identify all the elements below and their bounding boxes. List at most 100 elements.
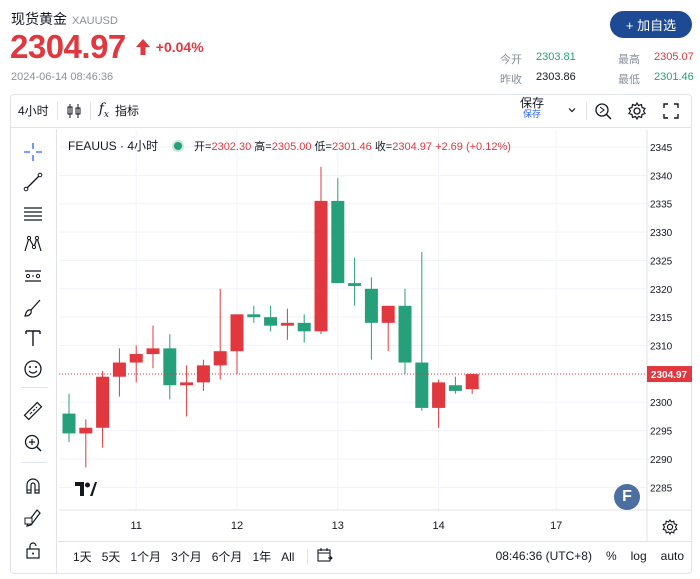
candle [432, 379, 446, 428]
candle-body [146, 348, 160, 355]
toolbar-divider [21, 462, 47, 463]
candle-body [230, 314, 244, 352]
candle-body [381, 305, 395, 323]
candle [448, 376, 462, 394]
legend-close: 2304.97 [392, 140, 433, 153]
legend-low: 2301.46 [331, 140, 372, 153]
candle-body [247, 314, 261, 318]
quote-prev-close-value: 2303.86 [536, 71, 576, 83]
date-range-calendar-icon[interactable] [316, 546, 334, 567]
save-button[interactable]: 保存 保存 [520, 96, 545, 120]
range-all[interactable]: All [281, 549, 295, 564]
legend-open: 2302.30 [211, 140, 252, 153]
tradingview-logo[interactable] [72, 477, 100, 501]
candle [381, 305, 395, 352]
candle [96, 371, 110, 448]
fib-retracement-icon[interactable] [22, 203, 44, 225]
ruler-icon[interactable] [22, 400, 44, 422]
legend-symbol: FEAUUS · 4小时 [68, 139, 159, 153]
settings-gear-icon[interactable] [626, 100, 648, 122]
quick-search-icon[interactable] [592, 100, 614, 122]
trend-line-icon[interactable] [22, 171, 44, 193]
price-axis: 2285229022952300230523102315232023252330… [646, 130, 673, 541]
toolbar-divider [89, 101, 91, 120]
save-label: 保存 [520, 96, 545, 110]
range-1y[interactable]: 1年 [252, 550, 272, 564]
indicators-button[interactable]: fx 指标 [91, 94, 147, 127]
candle [129, 345, 143, 383]
candle [79, 419, 93, 468]
lock-icon[interactable] [22, 539, 44, 561]
bottom-divider [307, 548, 309, 565]
candle-body [180, 382, 194, 386]
emoji-icon[interactable] [22, 358, 44, 380]
candle-style-button[interactable] [58, 94, 90, 127]
quote-open-value: 2303.81 [536, 51, 576, 63]
range-bar: 1天 5天 1个月 3个月 6个月 1年 All 08:46:36 (UTC+8… [58, 541, 692, 571]
drawing-toolbar [11, 129, 57, 573]
candle [348, 257, 362, 306]
save-dropdown-chevron-icon[interactable] [567, 104, 577, 118]
candle-body [314, 200, 328, 332]
crosshair-icon[interactable] [22, 141, 44, 163]
instrument-name: 现货黄金 [11, 11, 67, 27]
candle [196, 359, 210, 391]
candle-body [264, 317, 278, 326]
prediction-icon[interactable] [22, 265, 44, 287]
range-6m[interactable]: 6个月 [211, 550, 243, 564]
price-tick-label: 2340 [650, 171, 673, 182]
price-tick-label: 2325 [650, 256, 673, 267]
price-tick-label: 2335 [650, 200, 673, 211]
legend-ohlc: 开=2302.30 高=2305.00 低=2301.46 收=2304.97 … [194, 138, 511, 154]
quote-open-label: 今开 [500, 54, 522, 66]
candle [230, 314, 244, 374]
candle-body [129, 354, 143, 363]
time-axis: 11 12 13 14 17 [59, 509, 692, 532]
candle [465, 373, 479, 394]
axis-settings-gear-icon[interactable] [659, 516, 681, 538]
auto-toggle[interactable]: auto [660, 549, 684, 563]
bottom-right-controls: 08:46:36 (UTC+8) % log auto [496, 549, 684, 563]
pattern-icon[interactable] [22, 233, 44, 255]
add-watchlist-button[interactable]: + 加自选 [610, 11, 692, 38]
interval-button[interactable]: 4小时 [18, 104, 49, 118]
instrument-title: 现货黄金 XAUUSD [11, 9, 118, 29]
quote-low-label: 最低 [618, 74, 640, 86]
candle-body [280, 322, 294, 326]
function-icon: fx [98, 101, 109, 120]
price-tick-label: 2330 [650, 228, 673, 239]
brush-icon[interactable] [22, 297, 44, 319]
indicators-label: 指标 [114, 104, 139, 118]
range-1m[interactable]: 1个月 [130, 550, 162, 564]
zoom-in-icon[interactable] [22, 432, 44, 454]
stay-drawing-icon[interactable] [22, 506, 44, 528]
percent-toggle[interactable]: % [605, 549, 617, 563]
price-tick-label: 2315 [650, 313, 673, 324]
candle-body [79, 427, 93, 434]
candle-body [297, 322, 311, 332]
candle-body [163, 348, 177, 386]
quote-high: 最高 2305.07 [618, 51, 694, 67]
legend-low-label: 低= [314, 140, 332, 153]
log-toggle[interactable]: log [630, 549, 647, 563]
timezone-clock[interactable]: 08:46:36 (UTC+8) [495, 549, 592, 563]
f-logo-badge[interactable]: F [614, 484, 640, 510]
save-sublabel: 保存 [523, 109, 542, 120]
fullscreen-icon[interactable] [660, 100, 682, 122]
magnet-icon[interactable] [22, 475, 44, 497]
text-tool-icon[interactable] [22, 327, 44, 349]
price-row: 2304.97 +0.04% [10, 28, 204, 66]
candle-body [364, 288, 378, 323]
quote-high-label: 最高 [618, 54, 640, 66]
range-3m[interactable]: 3个月 [171, 550, 202, 564]
candle [398, 288, 412, 374]
candles-icon [67, 103, 81, 118]
legend-close-label: 收= [374, 140, 393, 153]
candle [247, 305, 261, 323]
range-1d[interactable]: 1天 [73, 550, 92, 564]
price-tick-label: 2300 [650, 398, 673, 409]
candle-body [213, 351, 227, 366]
range-5d[interactable]: 5天 [101, 550, 121, 564]
price-tick-label: 2310 [650, 342, 673, 353]
